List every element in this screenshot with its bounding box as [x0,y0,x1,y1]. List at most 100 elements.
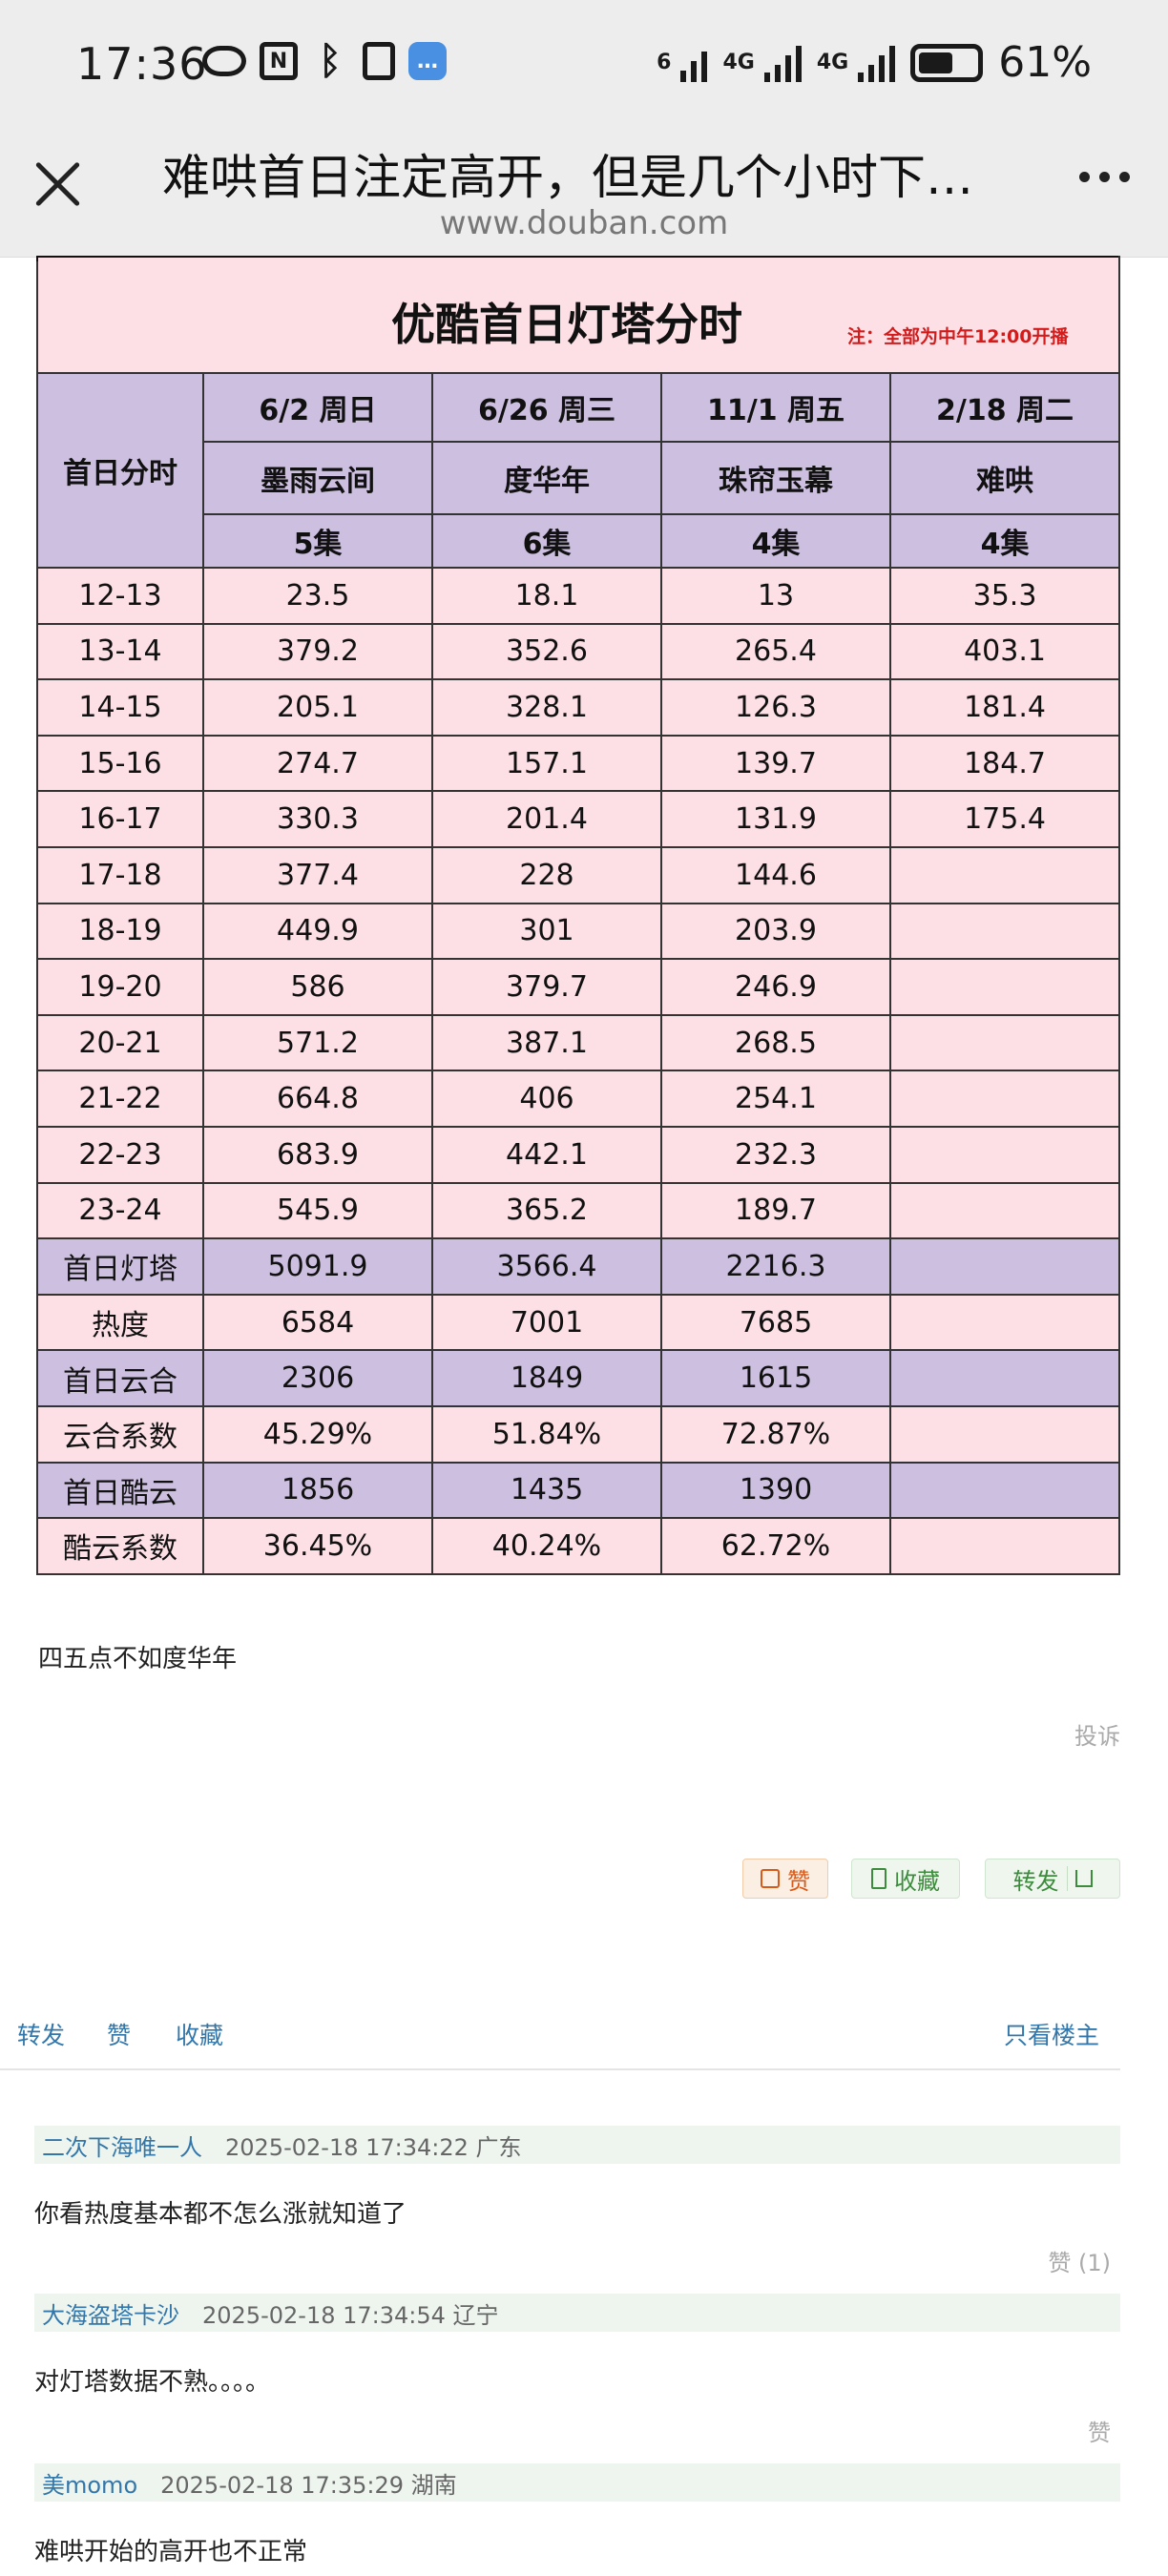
table-cell: 181.4 [888,678,1121,737]
row-label: 13-14 [36,622,204,681]
like-button[interactable]: 赞 [742,1859,828,1899]
only-op-link[interactable]: 只看楼主 [1004,2022,1100,2049]
table-cell: 51.84% [431,1404,662,1464]
table-row: 14-15 205.1 328.1 126.3 181.4 [36,678,1121,737]
table-cell: 1856 [202,1461,433,1520]
table-cell [888,958,1121,1016]
page-domain: www.douban.com [439,204,729,242]
comment-like-button[interactable]: 赞 [1088,2420,1111,2446]
comment-meta: 2025-02-18 17:34:54 辽宁 [202,2301,499,2329]
comment-header: 二次下海唯一人 2025-02-18 17:34:22 广东 [34,2126,1120,2164]
table-cell: 274.7 [202,734,433,793]
divider [1066,1866,1068,1891]
table-cell: 201.4 [431,790,662,848]
header-row-episodes: 5集 6集 4集 4集 [37,513,1121,569]
row-label: 16-17 [36,790,204,848]
table-cell: 189.7 [660,1181,891,1240]
table-cell [888,1125,1121,1184]
table-cell: 1390 [660,1461,891,1520]
table-cell: 7685 [660,1293,891,1352]
column-name: 墨雨云间 [202,441,433,515]
row-label: 首日酷云 [36,1461,204,1520]
share-button[interactable]: 转发 [985,1859,1120,1899]
favorite-label: 收藏 [894,1867,940,1895]
share-icon [1074,1870,1093,1887]
table-cell: 203.9 [660,902,891,961]
column-name: 度华年 [431,441,662,515]
table-cell: 40.24% [431,1517,662,1575]
close-icon[interactable] [32,158,84,210]
column-episodes: 6集 [431,513,662,569]
thumb-up-icon [761,1869,780,1888]
bar-share-link[interactable]: 转发 [17,2022,66,2049]
table-cell: 45.29% [202,1404,433,1464]
row-label: 17-18 [36,845,204,904]
status-icons-left: N ᛒ … [202,39,447,83]
table-cell [888,1404,1121,1464]
comment-user[interactable]: 二次下海唯一人 [42,2133,202,2161]
table-cell [888,1349,1121,1407]
comment-user[interactable]: 大海盗塔卡沙 [42,2301,179,2329]
status-bar: 17:36 N ᛒ … 6 4G 4G 61% [0,0,1168,134]
bookmark-icon [871,1868,886,1889]
row-label: 12-13 [36,567,204,625]
table-cell: 131.9 [660,790,891,848]
divider [0,2068,1120,2070]
table-cell: 3566.4 [431,1237,662,1296]
row-label: 14-15 [36,678,204,737]
wifi-tag: 6 [657,51,672,74]
more-menu-icon[interactable] [1079,172,1130,182]
table-cell: 157.1 [431,734,662,793]
table-row: 15-16 274.7 157.1 139.7 184.7 [36,734,1121,793]
row-label: 首日灯塔 [36,1237,204,1296]
nfc-icon: N [260,42,298,80]
column-date: 6/26 周三 [431,372,662,443]
comment-like-button[interactable]: 赞 (1) [1048,2250,1111,2276]
battery-icon [910,43,984,82]
bar-favorite-link[interactable]: 收藏 [176,2022,224,2049]
bar-like-link[interactable]: 赞 [107,2022,132,2049]
data-table-image[interactable]: 优酷首日灯塔分时 注：全部为中午12:00开播 首日分时 6/2 周日 6/26… [35,256,1121,1575]
table-row: 首日酷云 1856 1435 1390 [36,1461,1121,1520]
row-label: 19-20 [36,958,204,1016]
table-cell: 387.1 [431,1013,662,1072]
column-name: 难哄 [888,441,1121,515]
header-row-dates: 首日分时 6/2 周日 6/26 周三 11/1 周五 2/18 周二 [36,372,1121,569]
table-cell: 379.2 [202,622,433,681]
table-cell: 254.1 [660,1070,891,1128]
table-cell: 377.4 [202,845,433,904]
table-cell: 175.4 [888,790,1121,848]
table-row: 20-21 571.2 387.1 268.5 [36,1013,1121,1072]
row-label: 20-21 [36,1013,204,1072]
table-cell: 2306 [202,1349,433,1407]
table-cell: 2216.3 [660,1237,891,1296]
comment-text: 难哄开始的高开也不正常 [34,2538,308,2566]
battery-level [919,52,953,73]
table-row: 12-13 23.5 18.1 13 35.3 [36,567,1121,625]
table-cell: 352.6 [431,622,662,681]
column-name: 珠帘玉幕 [660,441,891,515]
table-cell: 301 [431,902,662,961]
eye-icon [202,46,246,76]
table-cell: 571.2 [202,1013,433,1072]
table-cell: 586 [202,958,433,1016]
table-note: 注：全部为中午12:00开播 [847,326,1069,347]
table-cell [888,902,1121,961]
table-cell: 268.5 [660,1013,891,1072]
favorite-button[interactable]: 收藏 [851,1859,960,1899]
table-cell [888,1237,1121,1296]
row-label: 酷云系数 [36,1517,204,1575]
report-link[interactable]: 投诉 [1074,1723,1120,1750]
row-label: 热度 [36,1293,204,1352]
column-date: 11/1 周五 [660,372,891,443]
table-cell: 228 [431,845,662,904]
table-row: 18-19 449.9 301 203.9 [36,902,1121,961]
post-action-bar: 转发 赞 收藏 只看楼主 [0,2017,1168,2059]
row-label: 18-19 [36,902,204,961]
comment-user[interactable]: 美momo [42,2471,138,2499]
table-cell [888,1517,1121,1575]
column-date: 6/2 周日 [202,372,433,443]
table-cell: 664.8 [202,1070,433,1128]
table-cell: 13 [660,567,891,625]
table-cell: 7001 [431,1293,662,1352]
